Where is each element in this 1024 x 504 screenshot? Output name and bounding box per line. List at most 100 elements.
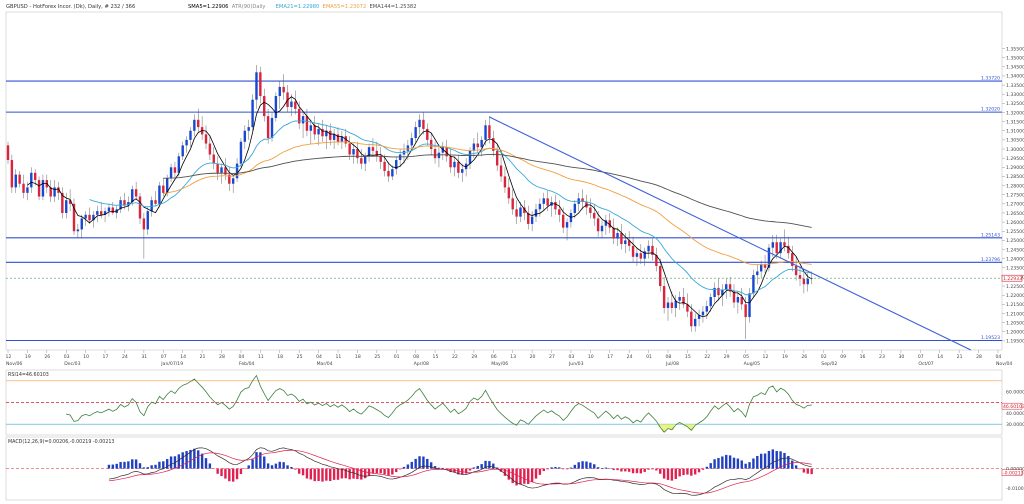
candle-body <box>263 96 266 117</box>
macd-histogram-bar <box>429 462 433 469</box>
time-tick-label: 28 <box>219 354 225 360</box>
indicator-legend-item: EMA55=1.23072 <box>323 4 367 10</box>
macd-histogram-bar <box>527 468 530 484</box>
price-tick-label: 1.25500 <box>1006 229 1024 235</box>
time-tick-label: 24 <box>627 354 633 360</box>
macd-histogram-bar <box>561 468 565 470</box>
macd-histogram-bar <box>348 468 351 480</box>
candle-body <box>197 119 200 128</box>
price-tick-label: 1.31000 <box>1006 129 1024 135</box>
horizontal-levels[interactable]: 1.33720 1.32020 1.25143 1.23796 1.19523 <box>6 76 1002 342</box>
candle-body <box>604 220 608 226</box>
candle-body <box>573 203 577 213</box>
time-axis: 12 19 26 03 10 17 24 31 07 14 21 28 04 11 18 25 04 11 18 25… <box>6 350 1012 367</box>
macd-histogram-bar <box>523 468 526 484</box>
macd-pane[interactable]: MACD(12,26,9)=0.00206,-0.00219 -0.00213 … <box>5 436 1024 501</box>
macd-histogram-bar <box>779 451 782 469</box>
price-tick-label: 1.21500 <box>1006 302 1024 308</box>
macd-current-badge <box>1001 469 1023 477</box>
macd-histogram-bar <box>476 466 479 469</box>
candle-body <box>678 297 681 301</box>
candle-body <box>705 306 709 312</box>
macd-histogram-bar <box>294 468 297 470</box>
price-tick-label: 1.33500 <box>1006 83 1024 89</box>
macd-histogram-bar <box>185 451 188 469</box>
rsi-pane[interactable]: RSI14=46.60103 60.00000 40.00000 30.00000 4… <box>5 369 1024 436</box>
candle-body <box>134 189 138 197</box>
price-axis: 1.35500 1.35000 1.34500 1.34000 1.33500 1.330… <box>1002 46 1024 345</box>
macd-histogram-bar <box>787 455 790 469</box>
macd-histogram-bar <box>488 461 491 469</box>
candle-body <box>612 227 615 239</box>
candle-body <box>639 253 643 259</box>
candle-body <box>627 240 631 246</box>
ma-line-ema21 <box>89 120 812 296</box>
rsi-oversold-fill <box>666 424 670 429</box>
candle-body <box>433 149 437 159</box>
time-tick-label: 12 <box>763 354 769 360</box>
price-pane[interactable]: 1.35500 1.35000 1.34500 1.34000 1.33500 1.330… <box>5 11 1024 351</box>
macd-histogram-bar <box>530 468 534 482</box>
macd-histogram-bar <box>204 458 208 469</box>
candle-body <box>224 167 227 175</box>
time-tick-label: 11 <box>258 354 264 360</box>
macd-histogram-bar <box>457 468 460 475</box>
candle-body <box>65 200 68 213</box>
candle-body <box>142 218 146 230</box>
candle-body <box>30 172 33 188</box>
macd-histogram-bar <box>538 468 542 475</box>
candle-body <box>538 203 542 210</box>
macd-histogram-bar <box>263 456 266 469</box>
candle-body <box>701 311 705 316</box>
candle-body <box>690 311 693 327</box>
candle-body <box>682 297 685 305</box>
candle-body <box>387 170 390 177</box>
indicator-legend-item: EMA21=1.22980 <box>276 4 320 10</box>
time-tick-label: 25 <box>374 354 380 360</box>
candle-body <box>476 143 479 148</box>
macd-histogram-bar <box>585 461 588 469</box>
macd-histogram-bar <box>200 453 204 469</box>
macd-histogram-bar <box>791 460 794 469</box>
macd-histogram-bar <box>336 468 340 480</box>
macd-histogram-bar <box>115 463 118 469</box>
macd-histogram-bar <box>515 468 518 486</box>
moving-averages <box>27 96 812 318</box>
macd-histogram-bar <box>169 456 173 469</box>
macd-histogram-bar <box>352 468 355 479</box>
macd-histogram-bar <box>480 464 483 469</box>
trendline-layer[interactable] <box>489 116 972 351</box>
candle-body <box>363 156 367 164</box>
time-tick-label: 19 <box>782 354 788 360</box>
indicator-legend: SMA5=1.22906 ATR(90)Daily EMA21=1.22980 EMA… <box>188 4 417 10</box>
candle-body <box>527 212 530 224</box>
candle-body <box>589 207 592 213</box>
rsi-tick-label: 40.00000 <box>1006 411 1024 417</box>
month-label: Nov/06 <box>6 361 22 367</box>
time-tick-label: 04 <box>316 354 322 360</box>
candle-body <box>189 130 192 140</box>
macd-histogram-bar <box>499 468 503 472</box>
candle-body <box>290 101 293 108</box>
candle-body <box>309 125 313 131</box>
macd-histogram-bar <box>624 468 627 472</box>
candle-body <box>235 163 239 179</box>
candle-body <box>84 214 87 219</box>
macd-histogram-bar <box>662 468 666 479</box>
macd-histogram-bar <box>631 468 635 474</box>
macd-histogram-bar <box>367 468 371 476</box>
macd-histogram-bar <box>783 452 786 469</box>
macd-histogram-bar <box>573 464 577 469</box>
candle-body <box>266 116 270 139</box>
candle-body <box>798 275 802 279</box>
time-tick-label: 28 <box>976 354 982 360</box>
price-tick-label: 1.19500 <box>1006 339 1024 345</box>
price-tick-label: 1.27500 <box>1006 193 1024 199</box>
candle-body <box>99 211 103 215</box>
time-tick-label: 21 <box>200 354 206 360</box>
macd-histogram-bar <box>189 449 192 469</box>
time-tick-label: 17 <box>607 354 613 360</box>
candle-body <box>791 253 794 266</box>
candle-body <box>437 152 441 159</box>
